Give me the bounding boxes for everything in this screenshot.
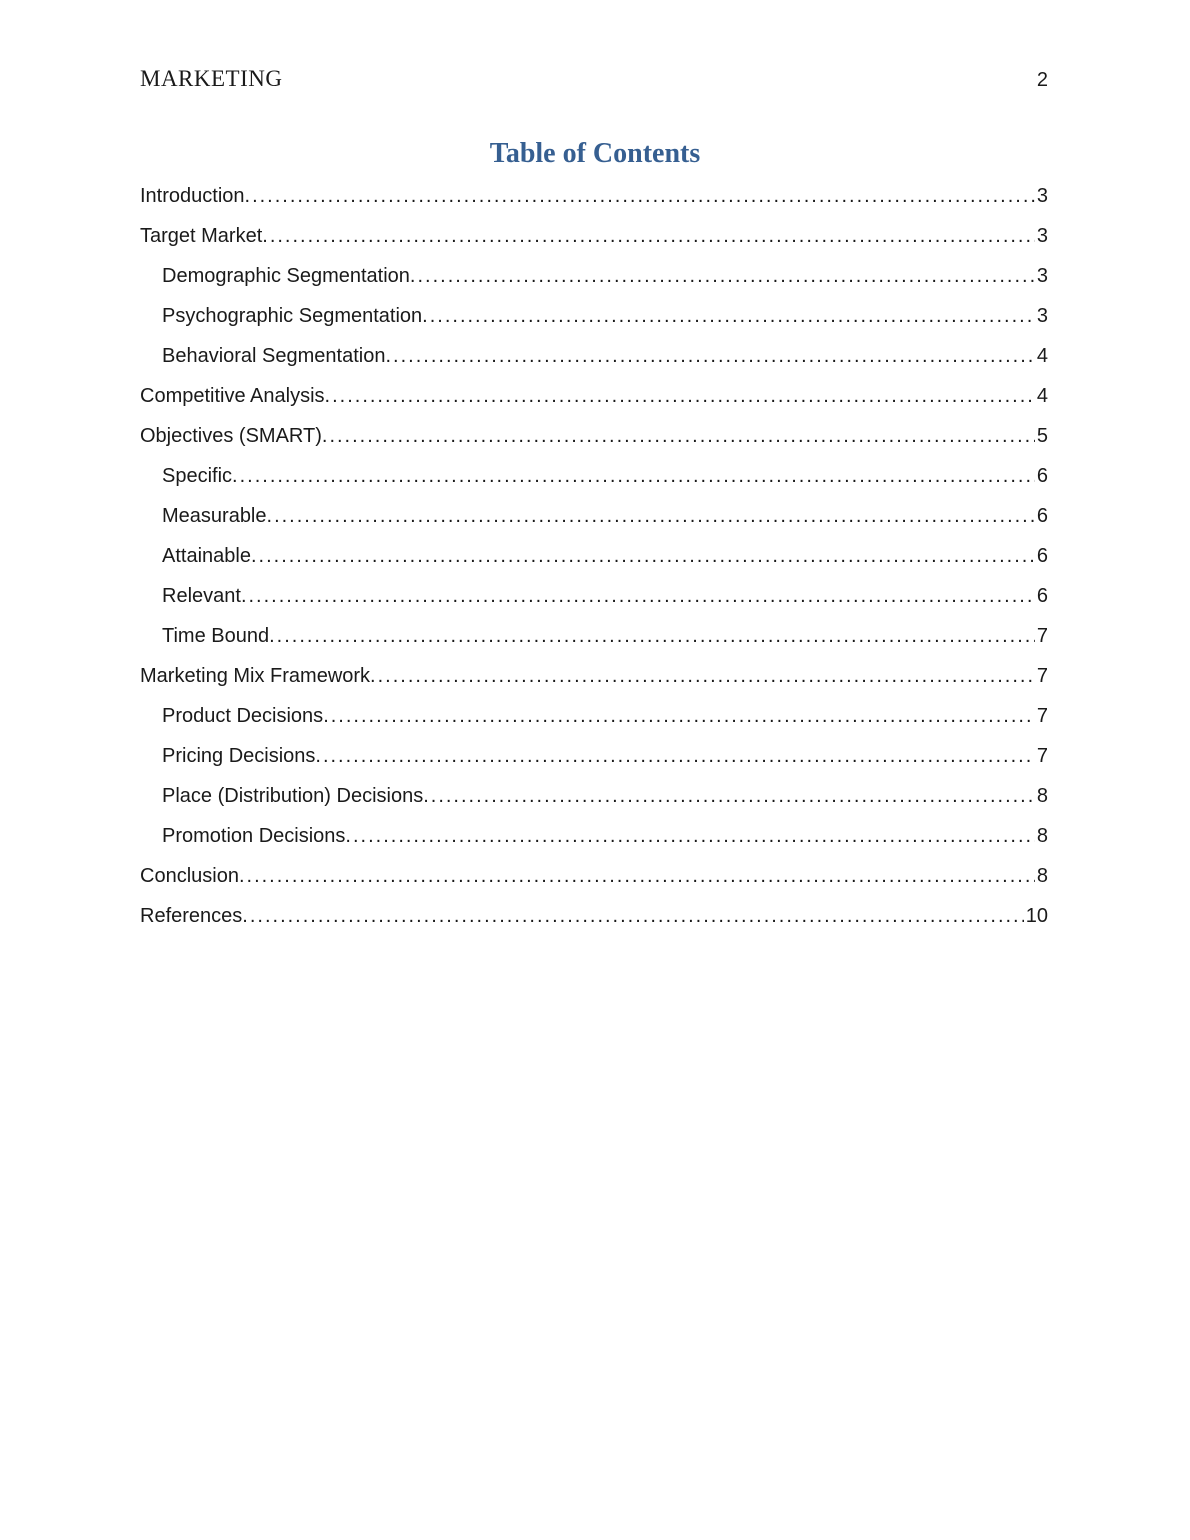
toc-entry[interactable]: Product Decisions ......................… (140, 696, 1048, 736)
toc-leader-dots: ........................................… (423, 785, 1035, 807)
toc-entry-page: 6 (1036, 465, 1048, 487)
toc-entry[interactable]: Place (Distribution) Decisions .........… (140, 776, 1048, 816)
toc-entry-label: Marketing Mix Framework (140, 665, 371, 687)
toc-entry-page: 3 (1036, 305, 1048, 327)
toc-entry-label: References (140, 905, 243, 927)
toc-entry-page: 5 (1036, 425, 1048, 447)
toc-entry-page: 3 (1036, 185, 1048, 207)
page-number: 2 (1036, 69, 1048, 91)
toc-entry-label: Behavioral Segmentation (162, 345, 386, 367)
toc-entry-page: 10 (1025, 905, 1048, 927)
toc-entry-page: 6 (1036, 585, 1048, 607)
toc-entry[interactable]: Specific ...............................… (140, 456, 1048, 496)
toc-leader-dots: ........................................… (385, 345, 1035, 367)
toc-leader-dots: ........................................… (266, 505, 1035, 527)
toc-entry[interactable]: Attainable .............................… (140, 536, 1048, 576)
toc-entry-label: Relevant (162, 585, 241, 607)
toc-list: Introduction ...........................… (140, 176, 1048, 936)
toc-entry[interactable]: Marketing Mix Framework ................… (140, 656, 1048, 696)
toc-entry[interactable]: Introduction ...........................… (140, 176, 1048, 216)
toc-entry-page: 7 (1036, 665, 1048, 687)
toc-entry-page: 3 (1036, 265, 1048, 287)
toc-entry-page: 8 (1036, 825, 1048, 847)
toc-entry-label: Competitive Analysis (140, 385, 325, 407)
toc-leader-dots: ........................................… (240, 585, 1035, 607)
toc-entry-label: Conclusion (140, 865, 239, 887)
toc-entry[interactable]: Relevant ...............................… (140, 576, 1048, 616)
toc-entry[interactable]: Target Market ..........................… (140, 216, 1048, 256)
toc-leader-dots: ........................................… (262, 225, 1035, 247)
toc-entry[interactable]: Promotion Decisions ....................… (140, 816, 1048, 856)
toc-entry-label: Measurable (162, 505, 267, 527)
toc-entry-page: 8 (1036, 865, 1048, 887)
toc-entry-label: Specific (162, 465, 233, 487)
toc-entry[interactable]: Measurable .............................… (140, 496, 1048, 536)
toc-leader-dots: ........................................… (321, 425, 1035, 447)
running-head: MARKETING (140, 66, 283, 91)
page-header: MARKETING 2 (140, 66, 1048, 92)
toc-entry-page: 8 (1036, 785, 1048, 807)
toc-entry[interactable]: Conclusion .............................… (140, 856, 1048, 896)
toc-entry-label: Attainable (162, 545, 251, 567)
toc-leader-dots: ........................................… (269, 625, 1035, 647)
toc-entry-label: Target Market (140, 225, 263, 247)
toc-entry-page: 7 (1036, 705, 1048, 727)
toc-leader-dots: ........................................… (250, 545, 1035, 567)
toc-leader-dots: ........................................… (345, 825, 1035, 847)
toc-leader-dots: ........................................… (244, 185, 1035, 207)
toc-entry-label: Introduction (140, 185, 245, 207)
toc-entry-page: 6 (1036, 545, 1048, 567)
toc-entry-page: 4 (1036, 345, 1048, 367)
toc-entry[interactable]: Psychographic Segmentation .............… (140, 296, 1048, 336)
toc-entry[interactable]: Time Bound .............................… (140, 616, 1048, 656)
toc-leader-dots: ........................................… (238, 865, 1035, 887)
toc-entry-label: Product Decisions (162, 705, 324, 727)
toc-leader-dots: ........................................… (323, 705, 1035, 727)
toc-entry-label: Psychographic Segmentation (162, 305, 423, 327)
toc-entry-label: Time Bound (162, 625, 270, 647)
toc-entry-page: 3 (1036, 225, 1048, 247)
toc-entry-label: Place (Distribution) Decisions (162, 785, 424, 807)
toc-entry[interactable]: Objectives (SMART) .....................… (140, 416, 1048, 456)
toc-leader-dots: ........................................… (370, 665, 1035, 687)
toc-title: Table of Contents (489, 138, 701, 169)
toc-entry[interactable]: Competitive Analysis ...................… (140, 376, 1048, 416)
toc-leader-dots: ........................................… (422, 305, 1035, 327)
toc-entry-page: 7 (1036, 745, 1048, 767)
toc-entry-label: Objectives (SMART) (140, 425, 322, 447)
toc-entry[interactable]: Pricing Decisions ......................… (140, 736, 1048, 776)
toc-entry[interactable]: Demographic Segmentation ...............… (140, 256, 1048, 296)
toc-entry[interactable]: Behavioral Segmentation ................… (140, 336, 1048, 376)
toc-leader-dots: ........................................… (324, 385, 1035, 407)
toc-entry[interactable]: References .............................… (140, 896, 1048, 936)
toc-leader-dots: ........................................… (315, 745, 1034, 767)
toc-entry-label: Pricing Decisions (162, 745, 316, 767)
toc-leader-dots: ........................................… (409, 265, 1035, 287)
toc-entry-page: 4 (1036, 385, 1048, 407)
toc-leader-dots: ........................................… (232, 465, 1035, 487)
toc-entry-label: Promotion Decisions (162, 825, 346, 847)
toc-leader-dots: ........................................… (242, 905, 1023, 927)
toc-entry-label: Demographic Segmentation (162, 265, 410, 287)
toc-entry-page: 7 (1036, 625, 1048, 647)
toc-entry-page: 6 (1036, 505, 1048, 527)
